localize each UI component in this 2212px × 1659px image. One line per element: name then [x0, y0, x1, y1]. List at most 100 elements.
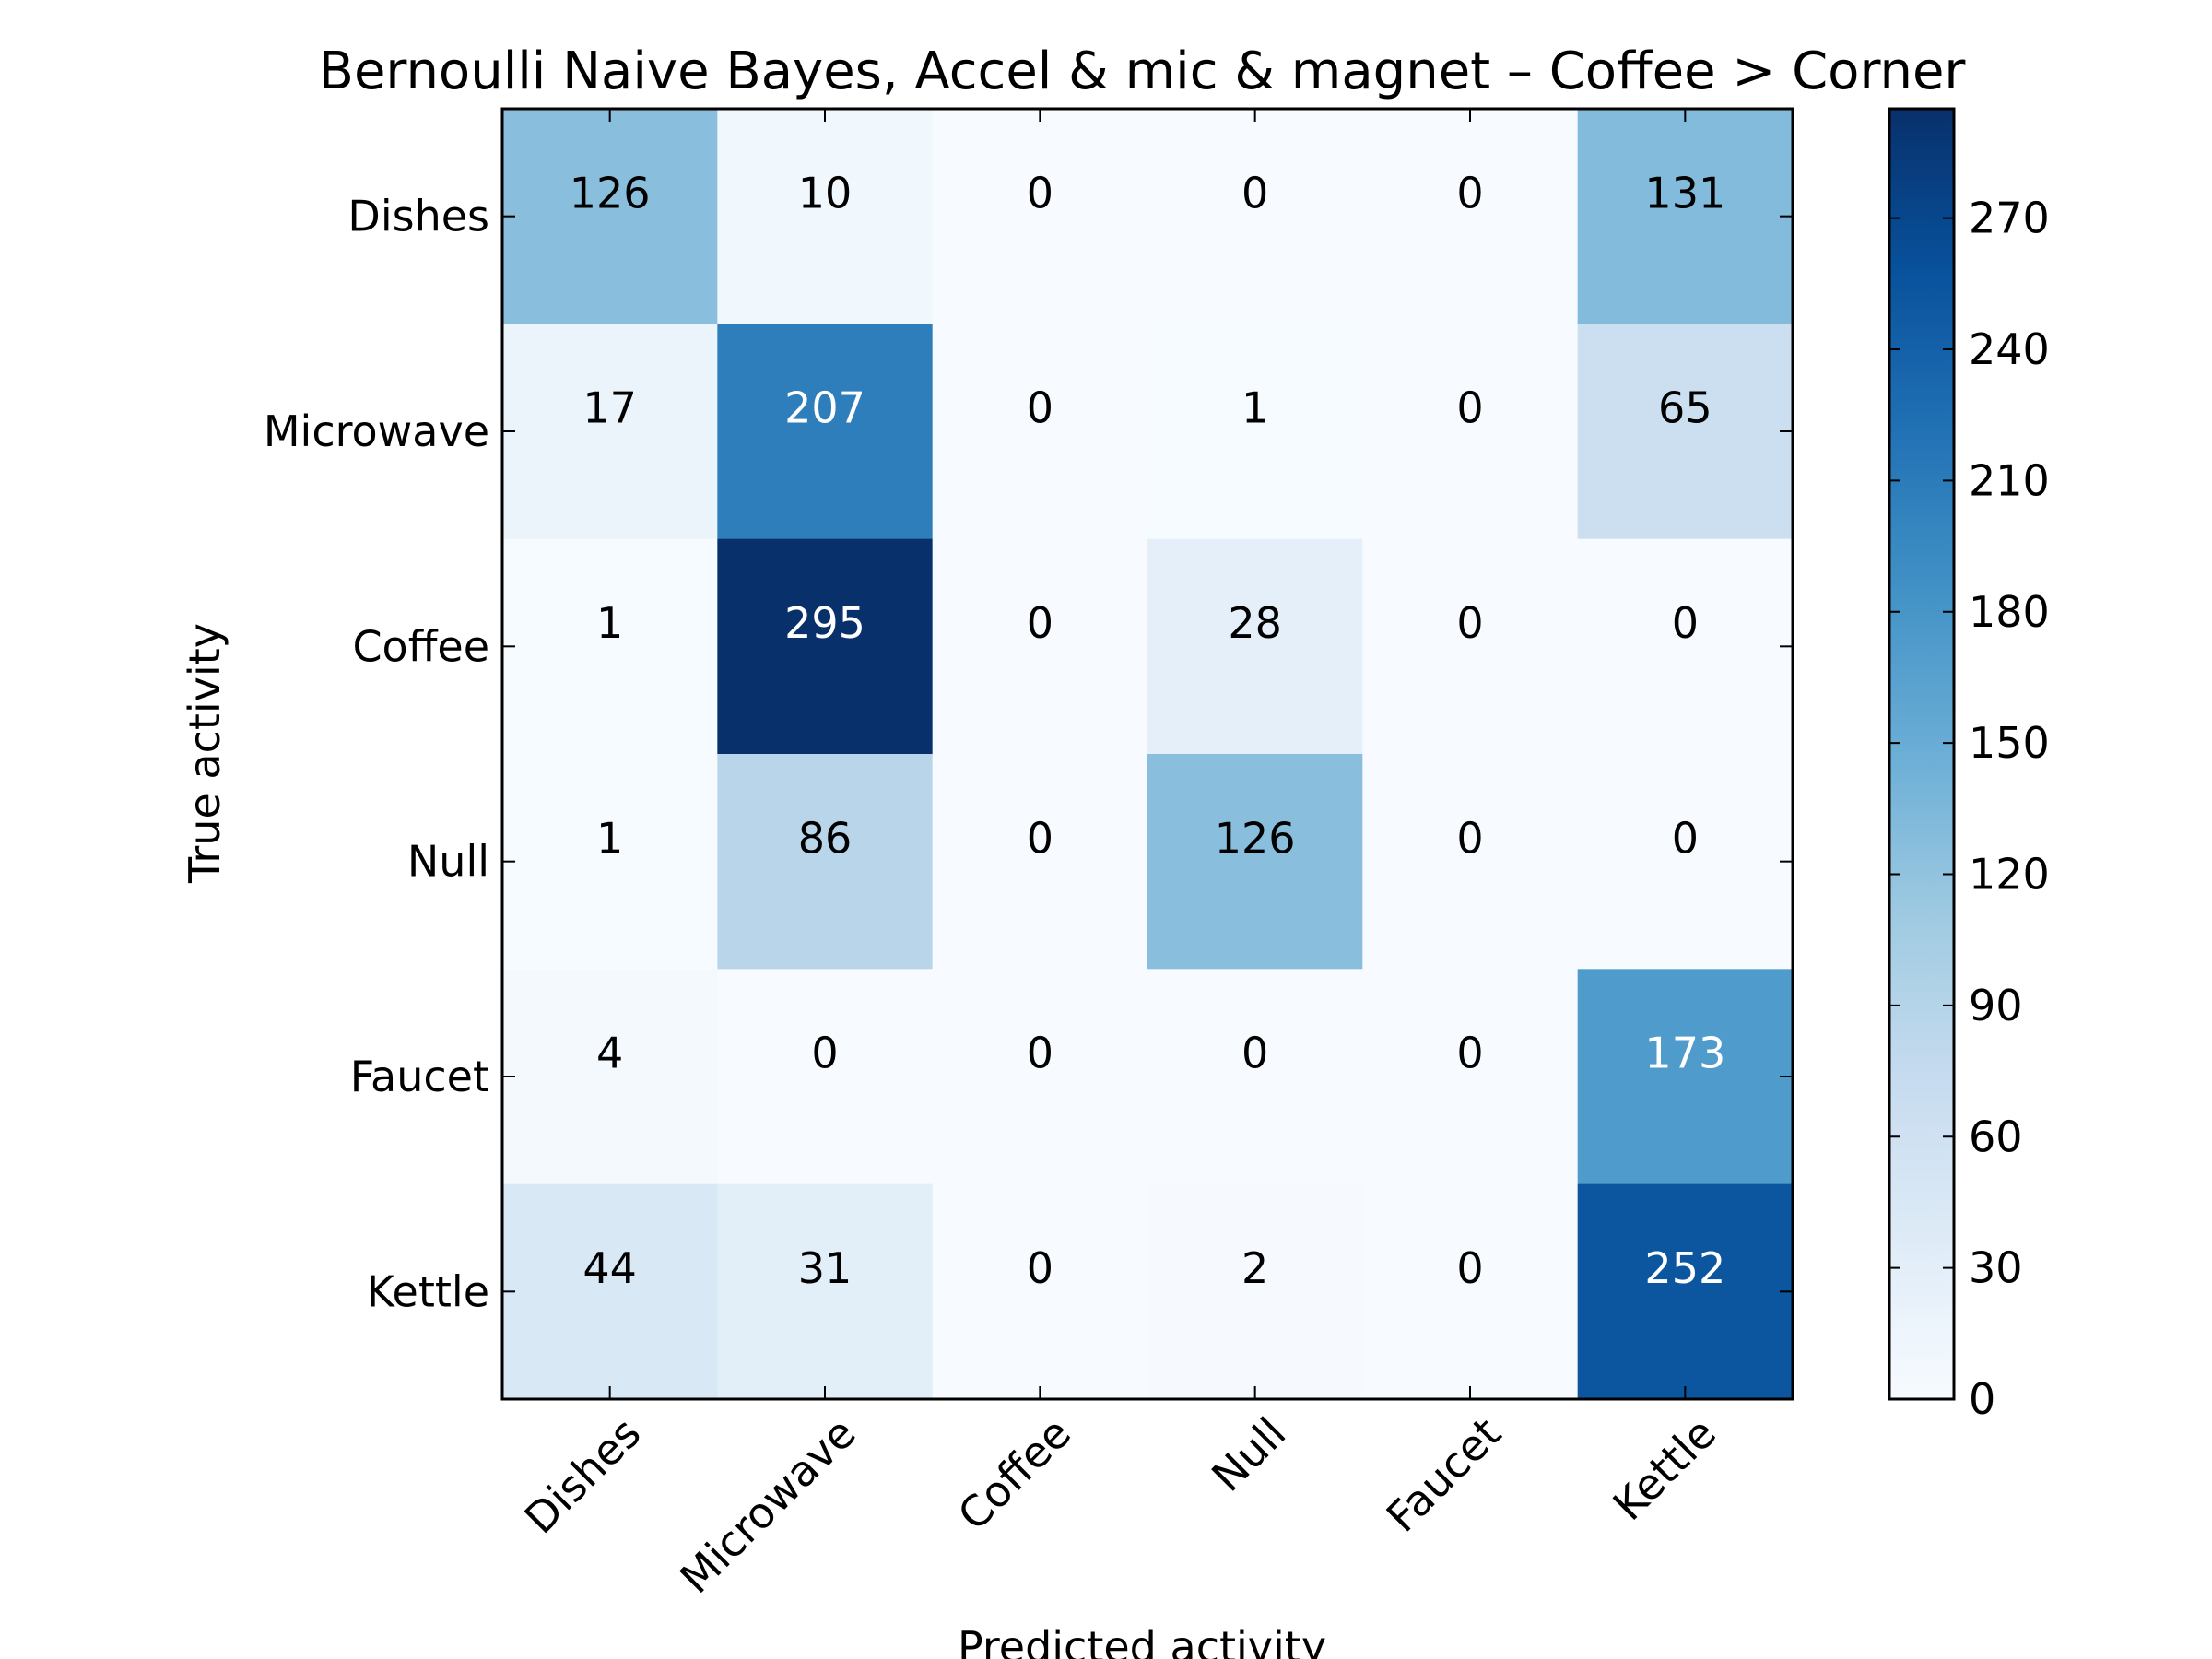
colorbar-tick-label: 90: [1969, 981, 2023, 1030]
heatmap-cell: [717, 324, 934, 540]
cell-value-label: 126: [1215, 813, 1296, 863]
y-tick-label: Coffee: [352, 621, 489, 671]
colorbar-tick-label: 60: [1969, 1112, 2023, 1161]
colorbar-tick-label: 150: [1969, 718, 2050, 768]
heatmap-cell: [1362, 324, 1579, 540]
cell-value-label: 1: [596, 598, 623, 648]
colorbar-tick-label: 120: [1969, 850, 2050, 900]
heatmap-cell: [717, 109, 934, 324]
plot-frame: [500, 107, 1794, 1401]
heatmap-cell: [1362, 109, 1579, 324]
cell-value-label: 0: [1027, 1029, 1053, 1078]
cell-value-label: 0: [1672, 598, 1699, 648]
heatmap-cell: [1362, 754, 1579, 970]
y-tick-label: Kettle: [367, 1266, 489, 1316]
colorbar-tick-label: 30: [1969, 1243, 2023, 1293]
cell-value-label: 131: [1644, 168, 1725, 218]
cell-value-label: 28: [1228, 598, 1282, 648]
heatmap-cell: [1147, 969, 1363, 1185]
cell-value-label: 0: [1456, 1243, 1483, 1293]
cell-value-label: 0: [1027, 598, 1053, 648]
cell-value-label: 1: [1241, 383, 1268, 433]
colorbar-tick-label: 270: [1969, 194, 2050, 243]
y-tick-label: Null: [407, 837, 489, 887]
cell-value-label: 0: [1456, 383, 1483, 433]
cell-value-label: 173: [1644, 1029, 1725, 1078]
heatmap-cell: [1577, 109, 1794, 324]
heatmap-cell: [1147, 109, 1363, 324]
cell-value-label: 2: [1241, 1243, 1268, 1293]
cell-value-label: 4: [596, 1029, 623, 1078]
colorbar-tick-label: 180: [1969, 587, 2050, 637]
heatmap-cell: [502, 1183, 718, 1400]
heatmap-cell: [502, 754, 718, 970]
cell-value-label: 0: [1027, 383, 1053, 433]
heatmap-cell: [717, 754, 934, 970]
y-tick-labels: Dishes Microwave Coffee Null Faucet Kettle: [264, 192, 489, 1317]
heatmap-cell: [1147, 324, 1363, 540]
colorbar-tick-label: 0: [1969, 1374, 1995, 1424]
y-tick-label: Dishes: [347, 192, 489, 241]
colorbar: [1888, 107, 1956, 1401]
x-tick-label: Kettle: [1604, 1408, 1725, 1530]
cell-value-label: 0: [1241, 1029, 1268, 1078]
cell-value-label: 0: [1241, 168, 1268, 218]
heatmap-cell: [932, 538, 1148, 755]
heatmap-cell: [1362, 1183, 1579, 1400]
heatmap-cell: [502, 109, 718, 324]
cell-value-label: 10: [798, 168, 853, 218]
x-tick-label: Coffee: [948, 1408, 1080, 1540]
heatmap-cell: [502, 324, 718, 540]
heatmap-cell: [932, 109, 1148, 324]
colorbar-ticks: 0 30 60 90 120 150 180 210 240 270: [1889, 194, 2050, 1424]
cell-value-label: 0: [811, 1029, 838, 1078]
heatmap-cell: [1147, 538, 1363, 755]
heatmap-cell: [1362, 538, 1579, 755]
y-axis-label: True activity: [180, 623, 229, 884]
heatmap-cell: [1147, 1183, 1363, 1400]
cell-value-label: 0: [1672, 813, 1699, 863]
heatmap-cells: [502, 109, 1794, 1400]
cell-value-label: 0: [1456, 168, 1483, 218]
x-tick-label: Faucet: [1377, 1408, 1511, 1542]
heatmap-cell: [502, 969, 718, 1185]
heatmap-cell: [1147, 754, 1363, 970]
x-tick-label: Microwave: [670, 1408, 865, 1604]
heatmap-cell: [1362, 969, 1579, 1185]
cell-value-label: 17: [582, 383, 637, 433]
cell-value-label: 31: [798, 1243, 853, 1293]
colorbar-tick-label: 240: [1969, 324, 2050, 374]
cell-value-label: 0: [1456, 598, 1483, 648]
cell-value-label: 126: [570, 168, 651, 218]
cell-value-label: 0: [1456, 1029, 1483, 1078]
cell-value-label: 0: [1027, 813, 1053, 863]
cell-value-label: 207: [784, 383, 865, 433]
cell-value-label: 44: [582, 1243, 637, 1293]
heatmap-cell: [717, 1183, 934, 1400]
heatmap-cell: [502, 538, 718, 755]
chart-title: Bernoulli Naive Bayes, Accel & mic & mag…: [319, 41, 1967, 101]
heatmap-cell: [717, 969, 934, 1185]
cell-value-label: 0: [1456, 813, 1483, 863]
y-tick-label: Microwave: [264, 406, 489, 456]
cell-value-label: 252: [1644, 1243, 1725, 1293]
y-tick-label: Faucet: [350, 1052, 489, 1101]
axis-ticks: [502, 109, 1793, 1399]
x-axis-label: Predicted activity: [958, 1622, 1326, 1659]
x-tick-label: Dishes: [515, 1408, 651, 1544]
heatmap-cell: [932, 1183, 1148, 1400]
cell-value-label: 1: [596, 813, 623, 863]
cell-value-label: 86: [798, 813, 853, 863]
heatmap-cell: [1577, 538, 1794, 755]
heatmap-cell: [932, 754, 1148, 970]
heatmap-cell: [1577, 324, 1794, 540]
heatmap-cell: [932, 324, 1148, 540]
heatmap-cell: [1577, 1183, 1794, 1400]
cell-value-label: 65: [1658, 383, 1712, 433]
cell-value-label: 0: [1027, 1243, 1053, 1293]
heatmap-cell: [717, 538, 934, 755]
cell-value-label: 0: [1027, 168, 1053, 218]
heatmap-cell: [932, 969, 1148, 1185]
